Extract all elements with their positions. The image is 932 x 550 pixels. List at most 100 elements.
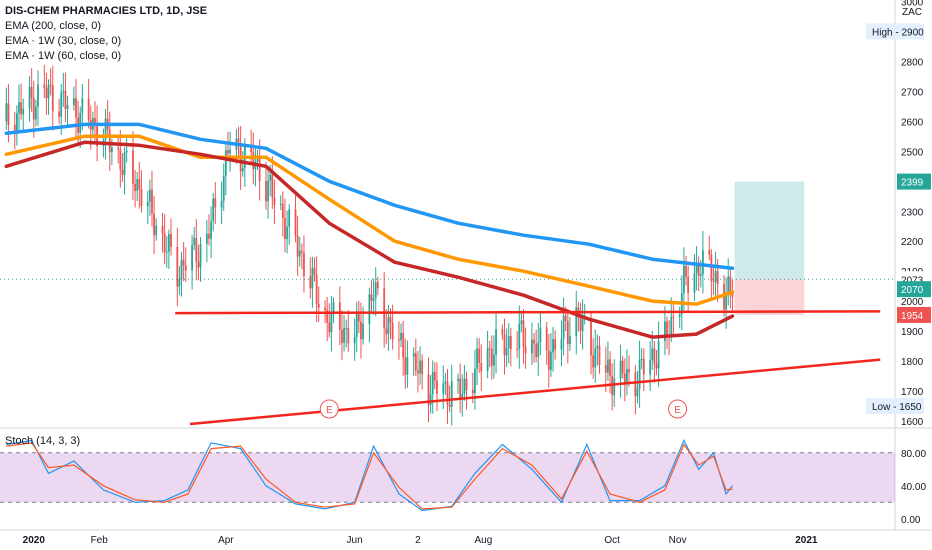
price-tick-label: 2700 xyxy=(901,87,924,98)
stop-price-label: 1954 xyxy=(901,311,924,322)
candle-body xyxy=(471,390,474,394)
candle-body xyxy=(288,209,291,227)
candle-body xyxy=(7,103,10,125)
price-tick-label: 1900 xyxy=(901,327,924,338)
stochastic-plot: 0.00 40.00 80.00 2020 Feb Apr Jun 2 Aug Oct Nov 202… xyxy=(0,427,932,546)
candle-body xyxy=(298,250,301,257)
candle-body xyxy=(672,316,675,318)
candle-body xyxy=(45,88,48,99)
stop-zone xyxy=(734,279,805,315)
time-tick-label: Apr xyxy=(218,535,234,546)
candle-body xyxy=(507,336,510,348)
candle-body xyxy=(300,250,303,253)
candle-body xyxy=(214,198,217,208)
stoch-legend[interactable]: Stoch (14, 3, 3) xyxy=(5,435,81,447)
candle-body xyxy=(250,144,253,153)
candle-body xyxy=(431,371,434,395)
earnings-marker-label: E xyxy=(326,405,333,416)
candle-body xyxy=(609,359,611,376)
ema-price-label-bg xyxy=(897,281,931,298)
candle-body xyxy=(655,363,658,369)
candle-body xyxy=(79,112,82,133)
candle-body xyxy=(695,263,698,274)
candle-body xyxy=(284,218,286,240)
target-zone xyxy=(734,181,805,280)
candle-body xyxy=(341,329,343,343)
candle-body xyxy=(62,90,65,93)
candle-body xyxy=(727,276,730,296)
candle-body xyxy=(657,340,660,369)
candle-body xyxy=(531,339,533,354)
candle-body xyxy=(493,354,495,366)
candle-body xyxy=(37,84,39,107)
candle-body xyxy=(267,180,269,202)
candle-body xyxy=(687,276,690,293)
time-tick-label: Nov xyxy=(669,535,687,546)
candle-body xyxy=(446,381,449,405)
stop-price-label-bg xyxy=(897,306,931,323)
candle-body xyxy=(195,238,198,262)
candle-body xyxy=(140,189,143,206)
candle-body xyxy=(501,329,504,335)
candle-body xyxy=(509,336,512,350)
candle-body xyxy=(43,84,46,89)
legend-ema-1w-60[interactable]: EMA · 1W (60, close, 0) xyxy=(5,50,122,62)
candle-body xyxy=(125,150,128,153)
candle-body xyxy=(433,371,436,381)
candle-body xyxy=(626,368,628,383)
candle-body xyxy=(81,98,84,113)
candle-body xyxy=(328,322,331,333)
candle-body xyxy=(60,92,63,117)
candle-body xyxy=(516,349,519,351)
candle-body xyxy=(347,327,350,344)
earnings-marker xyxy=(319,399,339,419)
legend-ema-1w-30[interactable]: EMA · 1W (30, close, 0) xyxy=(5,35,122,47)
candle-body xyxy=(265,181,267,202)
candle-body xyxy=(28,86,31,109)
candle-body xyxy=(191,244,193,271)
candle-body xyxy=(702,250,704,275)
candle-body xyxy=(176,247,179,287)
candle-body xyxy=(151,189,153,214)
candle-body xyxy=(621,360,624,374)
candle-body xyxy=(562,315,565,339)
candle-body xyxy=(666,321,668,337)
candle-body xyxy=(309,276,312,289)
candle-body xyxy=(406,357,409,375)
candle-body xyxy=(134,183,136,191)
candle-body xyxy=(651,348,654,360)
candle-body xyxy=(374,282,377,299)
candle-body xyxy=(463,378,466,394)
stoch-line-1 xyxy=(6,442,733,510)
candle-body xyxy=(182,259,185,266)
candle-body xyxy=(119,149,122,170)
candle-body xyxy=(372,298,375,301)
candle-body xyxy=(402,332,405,358)
candle-body xyxy=(488,348,491,350)
candle-body xyxy=(729,276,732,292)
candle-body xyxy=(486,348,489,372)
candle-body xyxy=(524,346,527,354)
candle-body xyxy=(286,226,288,240)
candle-body xyxy=(345,327,348,329)
candle-body xyxy=(450,381,453,407)
candle-body xyxy=(199,244,202,268)
currency-label: ZAC xyxy=(902,7,922,18)
candle-body xyxy=(636,388,639,397)
candle-body xyxy=(138,179,141,190)
symbol-title: DIS-CHEM PHARMACIES LTD, 1D, JSE xyxy=(5,5,208,17)
ema-line-0 xyxy=(4,122,735,270)
candle-body xyxy=(444,381,447,384)
candle-body xyxy=(448,404,451,407)
candle-body xyxy=(590,318,592,356)
candle-body xyxy=(505,347,508,356)
candle-body xyxy=(224,150,227,176)
legend-ema-200[interactable]: EMA (200, close, 0) xyxy=(5,20,101,32)
candle-body xyxy=(317,303,320,308)
candle-body xyxy=(596,345,599,349)
candle-body xyxy=(398,339,400,341)
main-price-plot: 1600170018001900200021002200230024002500… xyxy=(0,0,931,530)
candle-body xyxy=(34,106,37,120)
candle-body xyxy=(110,147,113,153)
